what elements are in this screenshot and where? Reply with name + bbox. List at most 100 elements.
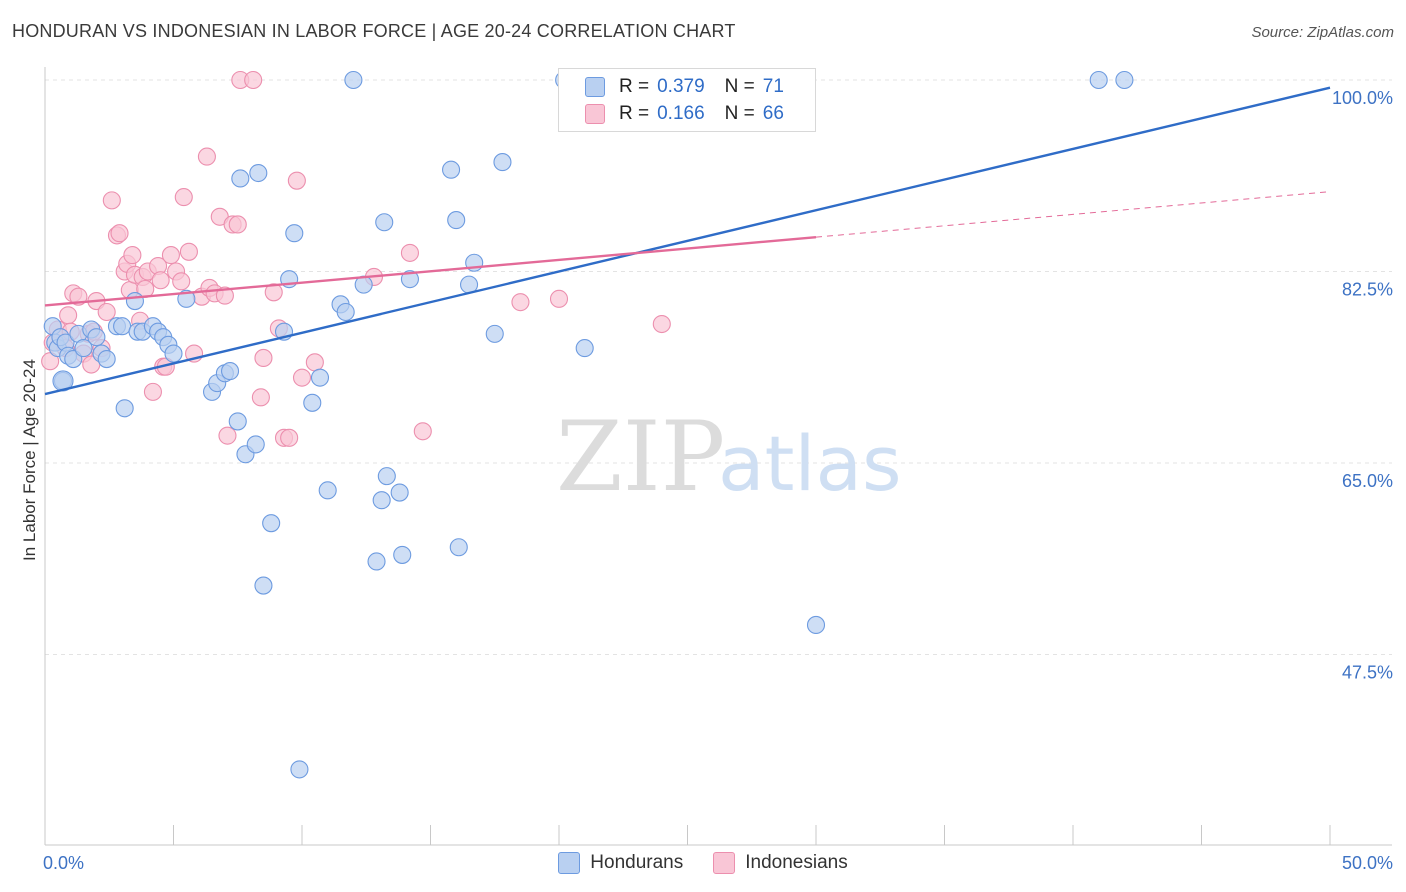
indonesians-point xyxy=(244,70,263,90)
indonesians-point xyxy=(287,171,306,190)
hondurans-point xyxy=(449,538,468,557)
hondurans-point xyxy=(400,270,419,289)
indonesians-point xyxy=(179,242,198,261)
indonesians-point xyxy=(110,224,129,243)
legend-row-indonesians: R = 0.166 N = 66 xyxy=(585,101,784,127)
indonesians-point xyxy=(251,388,270,407)
indonesians-trend-line xyxy=(44,235,817,307)
correlation-legend: R = 0.379 N = 71 R = 0.166 N = 66 xyxy=(558,68,816,132)
hondurans-point xyxy=(87,328,106,347)
hondurans-point xyxy=(377,467,396,486)
trend-lines xyxy=(44,86,1331,396)
hondurans-point xyxy=(344,70,363,90)
indonesians-point xyxy=(59,306,78,325)
indonesians-trend-extension xyxy=(815,191,1331,238)
hondurans-point xyxy=(447,211,466,230)
legend-swatch-indonesians xyxy=(713,852,736,874)
legend-item-hondurans: Hondurans xyxy=(558,852,683,874)
hondurans-point xyxy=(113,317,132,336)
hondurans-point xyxy=(246,435,265,454)
hondurans-trend-line xyxy=(44,86,1331,396)
legend-r-value: 0.379 xyxy=(657,76,705,97)
indonesians-point xyxy=(151,271,170,290)
hondurans-point xyxy=(1115,70,1134,90)
hondurans-point xyxy=(254,576,273,595)
indonesians-point xyxy=(511,293,530,312)
legend-n-label: N = xyxy=(724,103,755,124)
hondurans-point xyxy=(310,368,330,387)
legend-swatch-hondurans xyxy=(585,77,605,97)
watermark-atlas: atlas xyxy=(718,419,902,508)
indonesians-point xyxy=(305,353,324,372)
grid-lines xyxy=(45,79,1392,655)
indonesians-point xyxy=(197,147,216,166)
indonesians-point xyxy=(413,422,432,441)
chart-title: HONDURAN VS INDONESIAN IN LABOR FORCE | … xyxy=(12,21,736,41)
x-tick-label: 0.0% xyxy=(43,853,84,873)
hondurans-point xyxy=(97,349,116,369)
hondurans-point xyxy=(303,393,322,412)
series-legend: Hondurans Indonesians xyxy=(0,852,1406,874)
hondurans-points xyxy=(43,70,1134,779)
indonesians-point xyxy=(102,191,121,210)
legend-n-value: 71 xyxy=(762,76,784,97)
hondurans-point xyxy=(375,213,394,232)
indonesians-point xyxy=(228,215,247,234)
hondurans-point xyxy=(115,399,134,418)
tick-labels: 100.0% 82.5% 65.0% 47.5% 0.0% 50.0% xyxy=(43,88,1393,873)
y-tick-label: 65.0% xyxy=(1342,471,1393,491)
hondurans-point xyxy=(493,153,512,172)
hondurans-point xyxy=(393,545,412,564)
legend-row-hondurans: R = 0.379 N = 71 xyxy=(585,74,784,100)
indonesians-point xyxy=(264,283,283,302)
axes xyxy=(44,67,1392,846)
hondurans-point xyxy=(575,339,594,358)
legend-label-hondurans: Hondurans xyxy=(590,852,684,873)
hondurans-point xyxy=(220,362,240,381)
indonesians-point xyxy=(280,428,299,447)
source-label: Source: ZipAtlas.com xyxy=(1251,24,1394,41)
indonesians-point xyxy=(123,246,142,265)
legend-r-label: R = xyxy=(619,76,650,97)
hondurans-point xyxy=(372,491,391,510)
legend-n-value: 66 xyxy=(762,103,784,124)
hondurans-point xyxy=(177,289,196,308)
x-tick-label: 50.0% xyxy=(1342,853,1393,873)
hondurans-point xyxy=(231,169,250,188)
indonesians-point xyxy=(400,243,419,262)
legend-r-label: R = xyxy=(619,103,650,124)
y-tick-label: 100.0% xyxy=(1332,88,1393,108)
hondurans-point xyxy=(285,224,304,243)
hondurans-point xyxy=(442,160,461,179)
hondurans-point xyxy=(164,344,183,363)
legend-item-indonesians: Indonesians xyxy=(713,852,848,874)
hondurans-point xyxy=(1089,70,1108,90)
hondurans-point xyxy=(367,552,386,571)
legend-swatch-hondurans xyxy=(558,852,581,874)
legend-r-value: 0.166 xyxy=(657,103,705,124)
indonesians-point xyxy=(218,426,237,445)
legend-n-label: N = xyxy=(724,76,755,97)
hondurans-point xyxy=(228,412,247,431)
hondurans-point xyxy=(262,514,281,533)
legend-swatch-indonesians xyxy=(585,104,605,124)
hondurans-point xyxy=(318,481,337,500)
indonesians-point xyxy=(254,348,273,367)
hondurans-point xyxy=(249,163,268,183)
hondurans-point xyxy=(485,324,504,343)
indonesians-point xyxy=(549,289,569,308)
y-tick-label: 82.5% xyxy=(1342,280,1393,300)
hondurans-point xyxy=(125,291,144,311)
hondurans-point xyxy=(74,339,93,358)
hondurans-point xyxy=(806,615,826,635)
indonesians-point xyxy=(161,246,180,265)
indonesians-point xyxy=(143,382,162,401)
indonesians-point xyxy=(652,314,671,334)
indonesians-point xyxy=(174,188,193,207)
indonesians-point xyxy=(97,302,116,322)
indonesians-point xyxy=(172,272,191,291)
indonesians-point xyxy=(292,368,312,387)
y-tick-label: 47.5% xyxy=(1342,663,1393,683)
hondurans-point xyxy=(290,760,309,779)
